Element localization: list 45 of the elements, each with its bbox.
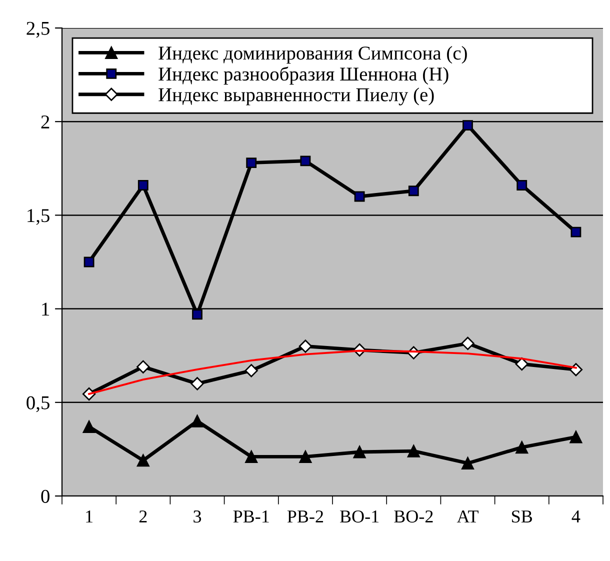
x-tick-label: BO-2: [394, 510, 433, 523]
x-tick-label: 4: [572, 510, 580, 522]
point: [516, 180, 528, 190]
legend-label: Индекс выравненности Пиелу (e): [158, 88, 434, 106]
point: [136, 360, 150, 374]
point: [354, 191, 365, 202]
point: [138, 180, 148, 190]
point: [244, 364, 258, 378]
point: [192, 309, 202, 320]
legend-label: Индекс разнообразия Шеннона (H): [158, 66, 448, 85]
point: [299, 450, 312, 463]
point: [190, 377, 204, 390]
point: [407, 444, 420, 458]
point: [191, 414, 204, 428]
y-tick-label: 1: [42, 302, 50, 316]
point: [515, 357, 528, 371]
point: [298, 340, 312, 353]
point: [300, 156, 311, 166]
x-tick-label: PB-2: [287, 510, 324, 522]
point: [82, 420, 96, 433]
y-tick-label: 0,5: [26, 396, 50, 412]
legend-label: Индекс доминирования Симпсона (c): [158, 46, 467, 64]
point: [570, 430, 582, 444]
x-tick-label: AT: [456, 510, 478, 522]
x-tick-label: SB: [512, 510, 532, 523]
x-tick-label: BO-1: [340, 510, 379, 523]
point: [245, 450, 258, 463]
point: [136, 454, 150, 467]
point: [353, 446, 366, 458]
point: [462, 456, 474, 470]
point: [516, 441, 528, 454]
x-tick-label: PB-1: [233, 510, 269, 522]
point: [408, 186, 419, 196]
x-tick-label: 2: [139, 510, 147, 522]
point: [84, 256, 94, 268]
point: [246, 158, 257, 168]
y-tick-label: 2: [41, 115, 50, 128]
x-tick-label: 1: [86, 510, 92, 522]
point: [570, 226, 582, 238]
y-tick-label: 0: [41, 490, 50, 503]
y-tick-label: 2,5: [26, 22, 50, 38]
point: [461, 336, 474, 350]
y-tick-label: 1,5: [28, 209, 50, 225]
x-tick-label: 3: [194, 510, 202, 523]
point: [462, 120, 473, 131]
